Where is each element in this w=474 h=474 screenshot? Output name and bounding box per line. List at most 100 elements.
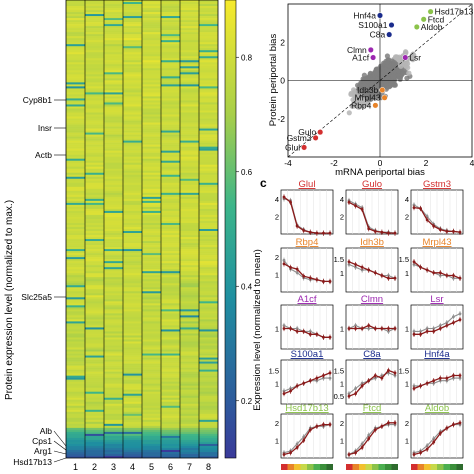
heatmap-cell [104,419,124,423]
heatmap-cell [104,445,124,449]
heatmap-cell [104,249,124,252]
heatmap-cell [142,40,162,43]
heatmap-cell [142,146,162,149]
heatmap-cell [85,12,105,15]
heatmap-cell [66,303,86,306]
heatmap-cell [199,140,218,143]
heatmap-cell [199,114,218,117]
heatmap-cell [199,0,218,3]
heatmap-cell [161,259,181,262]
heatmap-cell [199,249,218,252]
heatmap-cell [85,186,105,190]
heatmap-cell [199,78,218,81]
heatmap-cell [104,259,124,262]
heatmap-cell [142,271,162,274]
heatmap-cell [85,24,105,27]
heatmap-cell [85,198,105,202]
heatmap-cell [199,180,218,184]
heatmap-cell [85,172,105,176]
heatmap-cell [161,190,181,194]
heatmap-cell [199,429,218,433]
heatmap-cell [142,239,162,242]
heatmap-cell [142,243,162,246]
profile-point [308,276,312,280]
heatmap-cell [161,273,181,276]
heatmap-cell [85,279,105,282]
heatmap-cell [123,148,143,151]
heatmap-cell [85,58,105,61]
heatmap-cell [161,437,181,441]
profile-y-tick-label: 4 [275,195,279,204]
heatmap-cell [199,239,218,242]
heatmap-cell [104,76,124,79]
heatmap-cell [104,295,124,298]
heatmap-cell [142,138,162,141]
heatmap-cell [180,60,200,63]
heatmap-cell [180,130,200,133]
heatmap-cell [66,94,86,97]
heatmap-cell [142,363,162,366]
heatmap-cell [199,40,218,43]
heatmap-cell [123,393,143,397]
heatmap-cell [104,44,124,47]
heatmap-cell [199,385,218,388]
heatmap-cell [199,54,218,57]
heatmap-cell [161,329,181,332]
scatter-x-tick-label: 2 [424,158,429,168]
heatmap-cell [104,229,124,232]
heatmap-cell [123,439,143,443]
heatmap-cell [66,373,86,376]
heatmap-cell [180,309,200,312]
heatmap-cell [104,233,124,236]
heatmap-cell [199,301,218,304]
heatmap-cell [180,210,200,214]
heatmap-cell [85,158,105,161]
heatmap-cell [161,417,181,421]
heatmap-cell [85,20,105,23]
heatmap-cell [161,247,181,250]
heatmap-cell [161,303,181,306]
heatmap-cell [123,359,143,362]
heatmap-cell [199,343,218,346]
heatmap-cell [85,443,105,447]
heatmap-cell [199,381,218,384]
heatmap-cell [104,287,124,290]
heatmap-cell [85,425,105,429]
heatmap-cell [123,271,143,274]
heatmap-cell [85,184,105,188]
heatmap-cell [180,431,200,435]
heatmap-cell [180,94,200,97]
heatmap-cell [104,6,124,9]
heatmap-cell [85,237,105,240]
heatmap-cell [199,431,218,435]
heatmap-gene-label: Hsd17b13 [13,457,52,467]
heatmap-cell [66,453,86,457]
heatmap-cell [123,371,143,374]
heatmap-cell [142,48,162,51]
heatmap-cell [180,365,200,368]
heatmap-cell [180,401,200,405]
scatter-point-label: Gulo [298,127,316,137]
heatmap-cell [161,38,181,41]
heatmap-cell [66,192,86,196]
heatmap-cell [123,281,143,284]
heatmap-cell [161,204,181,208]
heatmap-cell [85,134,105,137]
heatmap-cell [199,104,218,107]
heatmap-cell [199,359,218,362]
heatmap-cell [85,220,105,224]
heatmap-cell [85,178,105,182]
heatmap-cell [104,134,124,137]
heatmap-cell [104,241,124,244]
profile-point [445,376,449,380]
heatmap-cell [142,379,162,382]
heatmap-x-tick-label: 4 [130,462,135,472]
heatmap-cell [85,285,105,288]
heatmap-cell [104,12,124,15]
heatmap-cell [66,46,86,49]
scatter-point-label: Hsd17b13 [435,7,474,17]
heatmap-cell [123,14,143,17]
heatmap-cell [142,309,162,312]
heatmap-cell [104,255,124,258]
heatmap-cell [85,439,105,443]
